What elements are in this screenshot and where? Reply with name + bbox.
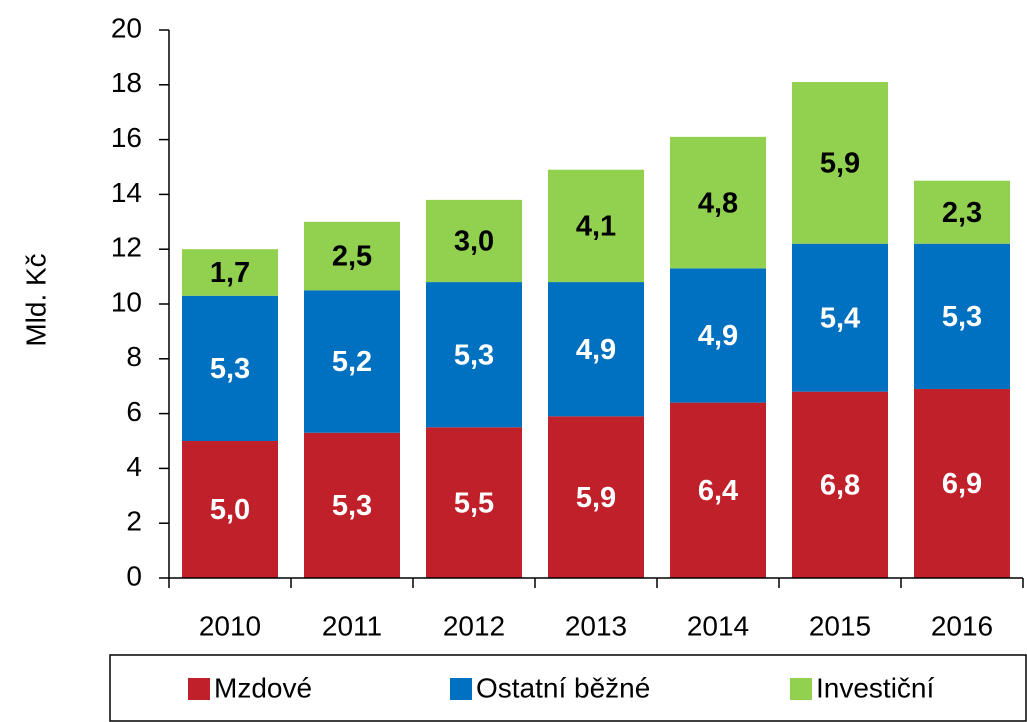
- y-tick-label: 4: [126, 451, 142, 482]
- value-label: 5,0: [210, 494, 250, 526]
- bar-segment: [182, 441, 278, 578]
- value-label: 5,3: [332, 490, 372, 522]
- y-axis-title: Mld. Kč: [20, 253, 51, 346]
- value-label: 2,5: [332, 241, 372, 273]
- legend-label: Mzdové: [214, 672, 312, 703]
- bar-segment: [914, 388, 1010, 578]
- value-label: 1,7: [210, 257, 250, 289]
- legend-swatch: [188, 678, 210, 700]
- bar-segment: [670, 268, 766, 403]
- value-label: 4,9: [698, 320, 738, 352]
- value-label: 5,3: [942, 301, 982, 333]
- bar-segment: [182, 249, 278, 296]
- value-label: 5,4: [820, 302, 860, 334]
- bar-segment: [792, 243, 888, 392]
- y-tick-label: 0: [126, 560, 142, 591]
- legend-swatch: [450, 678, 472, 700]
- bar-segment: [914, 243, 1010, 389]
- bar-segment: [792, 391, 888, 578]
- y-tick-label: 6: [126, 396, 142, 427]
- bar-segment: [548, 282, 644, 417]
- value-label: 3,0: [454, 226, 494, 258]
- bar-segment: [670, 402, 766, 578]
- y-tick-label: 16: [111, 122, 142, 153]
- bar-segment: [792, 82, 888, 244]
- bar-segment: [304, 290, 400, 433]
- x-tick-label: 2011: [322, 610, 382, 641]
- bar-segment: [548, 169, 644, 283]
- x-tick-label: 2012: [443, 610, 505, 641]
- x-tick-label: 2014: [687, 610, 749, 641]
- bar-segment: [304, 432, 400, 578]
- y-tick-label: 12: [111, 232, 142, 263]
- value-label: 6,9: [942, 468, 982, 500]
- value-label: 5,3: [210, 353, 250, 385]
- y-tick-label: 14: [111, 177, 142, 208]
- x-tick-label: 2010: [199, 610, 261, 641]
- value-label: 5,5: [454, 487, 494, 519]
- value-label: 5,9: [576, 482, 616, 514]
- bar-segment: [426, 199, 522, 283]
- legend-swatch: [790, 678, 812, 700]
- value-label: 4,8: [698, 187, 738, 219]
- legend-box: [109, 654, 1027, 722]
- value-label: 5,2: [332, 346, 372, 378]
- y-tick-label: 2: [126, 506, 142, 537]
- value-label: 2,3: [942, 197, 982, 229]
- y-tick-label: 20: [111, 12, 142, 43]
- y-tick-label: 8: [126, 341, 142, 372]
- value-label: 6,4: [698, 475, 738, 507]
- bar-segment: [548, 416, 644, 578]
- value-label: 6,8: [820, 469, 860, 501]
- legend-label: Ostatní běžné: [476, 672, 650, 703]
- value-label: 5,3: [454, 339, 494, 371]
- value-label: 4,1: [576, 211, 616, 243]
- y-tick-label: 18: [111, 67, 142, 98]
- legend-label: Investiční: [816, 672, 934, 703]
- y-tick-label: 10: [111, 286, 142, 317]
- value-label: 5,9: [820, 148, 860, 180]
- x-tick-label: 2015: [809, 610, 871, 641]
- x-tick-label: 2016: [931, 610, 993, 641]
- bar-segment: [426, 427, 522, 578]
- bar-segment: [426, 282, 522, 428]
- bar-segment: [182, 295, 278, 441]
- bar-segment: [914, 180, 1010, 244]
- value-label: 4,9: [576, 334, 616, 366]
- bar-segment: [670, 136, 766, 269]
- bar-segment: [304, 221, 400, 291]
- x-tick-label: 2013: [565, 610, 627, 641]
